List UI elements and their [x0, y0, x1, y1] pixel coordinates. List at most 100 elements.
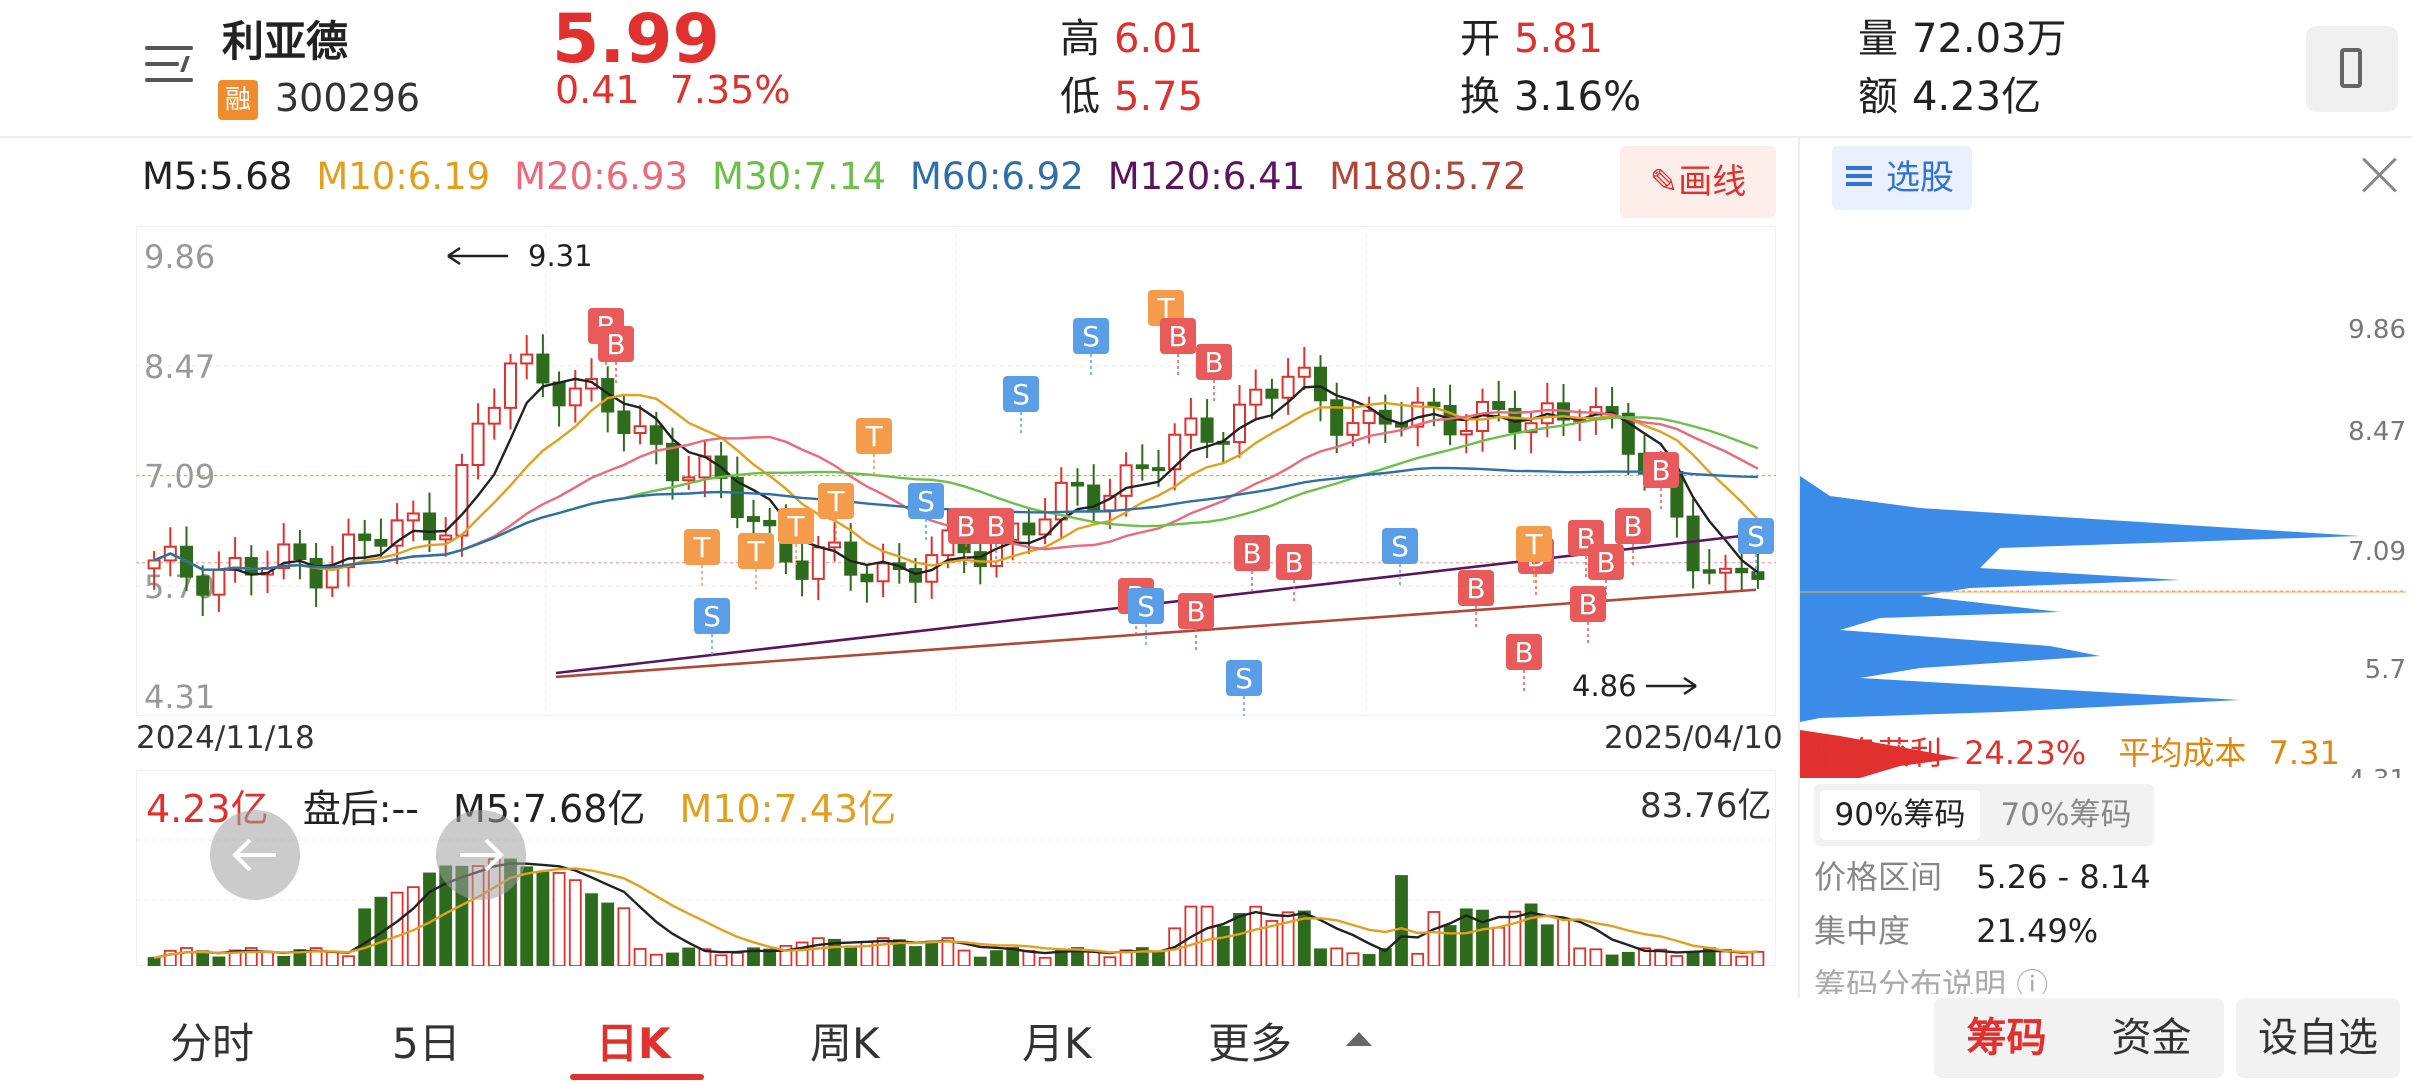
period-tab-bar: 分时 5日 日K 周K 月K 更多 筹码 资金 设自选: [0, 992, 2412, 1084]
landscape-toggle-button[interactable]: [2306, 26, 2398, 112]
chip-distribution-panel: 选股 9.86 8.47 7.09 5.7 4.31 收盘获利 24.23% 平均成本 …: [1800, 138, 2412, 998]
signal-marker-badge: [1234, 535, 1270, 571]
signal-marker-badge: [908, 483, 944, 519]
signal-marker-b: B: [948, 508, 984, 566]
signal-marker-t: T: [738, 533, 774, 591]
caret-up-icon[interactable]: [1346, 1032, 1372, 1046]
chip-y-tick: 8.47: [2348, 417, 2406, 447]
ma-legend-item: M180:5.72: [1329, 155, 1527, 198]
candle-body: [244, 557, 258, 576]
pencil-icon: ✎: [1649, 162, 1679, 202]
candle-body: [1168, 433, 1182, 471]
chip-fund-switch: 筹码 资金: [1934, 998, 2224, 1078]
stock-picker-button[interactable]: 选股: [1832, 146, 1972, 210]
after-hours: 盘后:--: [302, 787, 419, 831]
tab-monthly-k[interactable]: 月K: [1022, 1019, 1092, 1068]
tab-5day[interactable]: 5日: [392, 1019, 461, 1068]
scroll-right-button[interactable]: [436, 810, 526, 900]
volume-bar: [747, 947, 760, 966]
candle-body: [1281, 375, 1295, 399]
amount-field: 额 4.23亿: [1858, 64, 2041, 122]
candle-body: [795, 560, 809, 580]
candle-body: [1621, 412, 1635, 455]
candle-body: [406, 512, 420, 522]
volume-bar: [1411, 952, 1425, 966]
signal-marker-badge: [856, 418, 892, 454]
candle-body: [1686, 515, 1700, 572]
volume-bar: [1621, 951, 1635, 966]
volume-bar: [1362, 954, 1376, 966]
tab-more[interactable]: 更多: [1208, 1019, 1293, 1068]
candle-body: [277, 543, 291, 570]
volume-bar: [1395, 875, 1408, 966]
tab-weekly-k[interactable]: 周K: [810, 1019, 880, 1068]
candle-body: [827, 541, 842, 549]
phone-icon: [2340, 48, 2362, 88]
avg-cost-value: 7.31: [2268, 734, 2340, 772]
tab-intraday[interactable]: 分时: [170, 1019, 255, 1068]
kline-chart[interactable]: 9.868.477.095.704.31BBTTTSSSSTBBBSBBBTTB…: [136, 226, 1776, 716]
signal-marker-label: T: [692, 531, 711, 564]
turnover-field: 换 3.16%: [1460, 64, 1641, 122]
candle-body: [1524, 422, 1538, 434]
menu-icon[interactable]: [145, 42, 196, 88]
volume-label: 量: [1858, 16, 1898, 62]
amount-label: 额: [1858, 74, 1898, 120]
tab-90-chips[interactable]: 90%筹码: [1820, 790, 1980, 840]
volume-bar: [1103, 956, 1117, 966]
candle-body: [552, 381, 566, 407]
range-label: 价格区间: [1814, 858, 1943, 896]
volume-bar: [585, 893, 598, 966]
signal-marker-label: T: [826, 485, 845, 518]
candle-body: [1184, 417, 1198, 436]
start-date: 2024/11/18: [136, 720, 315, 756]
candle-body: [520, 353, 534, 365]
candle-body: [455, 463, 469, 537]
volume-bar: [795, 941, 809, 966]
candle-body: [1135, 464, 1149, 470]
signal-marker-s: S: [1003, 376, 1039, 434]
signal-marker-t: T: [684, 529, 720, 587]
signal-marker-b: B: [978, 508, 1014, 566]
volume-bar: [1589, 948, 1603, 966]
volume-bar: [698, 948, 712, 966]
volume-bar: [568, 879, 582, 966]
signal-marker-label: S: [1137, 590, 1155, 623]
signal-marker-label: B: [1466, 572, 1485, 605]
tab-70-chips[interactable]: 70%筹码: [2000, 797, 2132, 833]
volume-bar: [730, 952, 744, 966]
volume-chart[interactable]: [136, 770, 1776, 966]
signal-marker-badge: [1196, 344, 1232, 380]
candle-body: [1751, 571, 1765, 580]
candle-body: [1330, 399, 1344, 436]
volume-bar: [1735, 955, 1749, 966]
tab-daily-k[interactable]: 日K: [596, 1019, 671, 1068]
candle-body: [422, 512, 437, 541]
signal-marker-s: S: [1073, 318, 1109, 376]
signal-marker-t: T: [856, 418, 892, 476]
signal-marker-label: B: [1596, 546, 1615, 579]
volume-bar: [342, 955, 355, 966]
signal-marker-label: B: [956, 510, 975, 543]
tab-funds[interactable]: 资金: [2111, 1015, 2192, 1061]
candle-body: [439, 534, 453, 541]
draw-line-button[interactable]: ✎画线: [1620, 146, 1776, 218]
high-field: 高 6.01: [1060, 6, 1203, 64]
signal-marker-t: T: [818, 483, 854, 541]
candle-body: [617, 410, 631, 435]
change-value: 0.41: [555, 68, 640, 112]
candle-body: [341, 533, 356, 569]
signal-marker-badge: [1073, 318, 1109, 354]
high-price-label: 9.31: [528, 239, 593, 273]
close-icon[interactable]: [2356, 152, 2402, 198]
signal-marker-label: B: [1186, 595, 1205, 628]
scroll-left-button[interactable]: [210, 810, 300, 900]
add-watchlist-button[interactable]: 设自选: [2236, 998, 2400, 1078]
volume-bar: [666, 952, 679, 966]
chip-explain-link[interactable]: 筹码分布说明 ⓘ: [1814, 960, 2048, 994]
signal-marker-badge: [1148, 290, 1184, 326]
ma-legend-item: M30:7.14: [712, 155, 886, 198]
signal-marker-label: S: [917, 485, 935, 518]
tab-chips[interactable]: 筹码: [1966, 1015, 2047, 1061]
volume-bar: [973, 956, 987, 966]
